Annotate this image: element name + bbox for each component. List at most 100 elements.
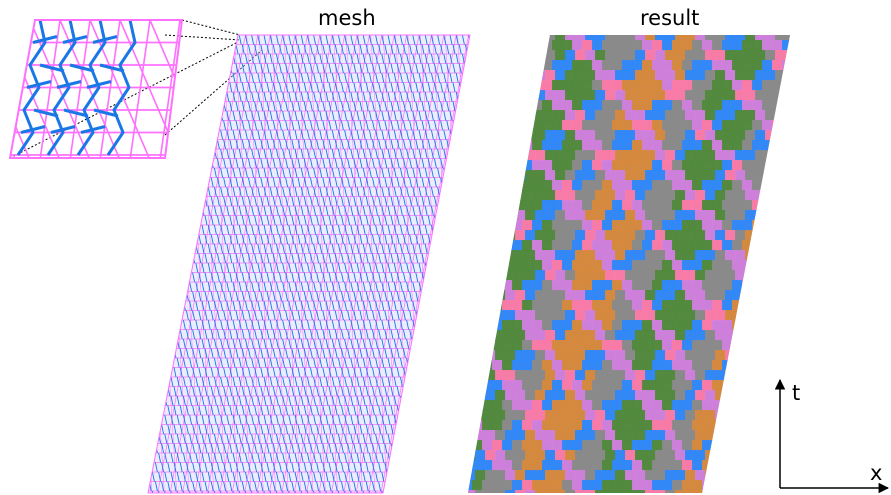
result-cell	[665, 290, 676, 301]
result-cell	[785, 90, 790, 101]
result-cell	[702, 300, 713, 311]
result-cell	[495, 490, 506, 493]
result-cell	[482, 400, 493, 411]
result-cell	[592, 40, 603, 51]
result-cell	[632, 460, 643, 471]
result-cell	[565, 450, 576, 461]
result-cell	[455, 470, 466, 481]
result-cell	[735, 170, 746, 181]
result-cell	[535, 130, 546, 141]
result-cell	[632, 420, 643, 431]
result-cell	[775, 270, 786, 281]
result-cell	[482, 320, 493, 331]
result-cell	[682, 180, 693, 191]
result-cell	[545, 390, 556, 401]
result-cell	[495, 310, 506, 321]
result-cell	[762, 220, 773, 231]
result-cell	[502, 80, 513, 91]
inset-dual-link	[62, 35, 88, 44]
result-cell	[725, 490, 736, 493]
result-cell	[692, 320, 703, 331]
result-cell	[685, 390, 696, 401]
result-cell	[485, 410, 496, 421]
result-cell	[585, 450, 596, 461]
result-cell	[502, 140, 513, 151]
result-cell	[772, 60, 783, 71]
result-cell	[492, 100, 503, 111]
result-cell	[595, 170, 606, 181]
result-cell	[512, 480, 523, 491]
result-cell	[585, 35, 596, 41]
result-cell	[725, 430, 736, 441]
result-cell	[765, 250, 776, 261]
result-cell	[672, 460, 683, 471]
result-cell	[575, 170, 586, 181]
result-cell	[685, 370, 696, 381]
result-cell	[482, 420, 493, 431]
result-cell	[655, 130, 666, 141]
result-cell	[625, 430, 636, 441]
result-cell	[475, 110, 486, 121]
result-cell	[772, 340, 783, 351]
result-cell	[695, 330, 706, 341]
result-cell	[772, 420, 783, 431]
result-cell	[625, 250, 636, 261]
result-cell	[532, 300, 543, 311]
result-cell	[702, 240, 713, 251]
result-cell	[762, 320, 773, 331]
result-cell	[512, 300, 523, 311]
result-cell	[592, 120, 603, 131]
result-cell	[712, 460, 723, 471]
result-cell	[715, 90, 726, 101]
result-cell	[512, 80, 523, 91]
result-cell	[495, 410, 506, 421]
result-cell	[622, 440, 633, 451]
result-cell	[632, 120, 643, 131]
result-cell	[505, 430, 516, 441]
result-cell	[545, 410, 556, 421]
result-cell	[735, 490, 746, 493]
result-cell	[468, 420, 473, 431]
result-cell	[615, 70, 626, 81]
result-cell	[535, 35, 546, 41]
result-cell	[452, 360, 463, 371]
result-cell	[542, 460, 553, 471]
result-cell	[512, 140, 523, 151]
result-cell	[642, 340, 653, 351]
result-cell	[615, 470, 626, 481]
result-cell	[785, 230, 790, 241]
result-cell	[455, 130, 466, 141]
result-cell	[785, 190, 790, 201]
result-cell	[765, 210, 776, 221]
result-cell	[475, 210, 486, 221]
result-cell	[742, 320, 753, 331]
result-cell	[455, 370, 466, 381]
result-cell	[512, 180, 523, 191]
result-cell	[772, 220, 783, 231]
result-cell	[675, 450, 686, 461]
result-cell	[695, 250, 706, 261]
result-cell	[642, 440, 653, 451]
mesh-line	[0, 30, 28, 495]
result-cell	[512, 240, 523, 251]
result-cell	[602, 400, 613, 411]
result-cell	[682, 260, 693, 271]
result-cell	[732, 220, 743, 231]
result-cell	[575, 70, 586, 81]
result-cell	[672, 140, 683, 151]
result-cell	[692, 280, 703, 291]
result-cell	[502, 300, 513, 311]
result-cell	[468, 330, 476, 341]
inset-primal-mesh-lines	[10, 20, 182, 158]
result-cell	[742, 60, 753, 71]
result-cell	[615, 230, 626, 241]
result-cell	[468, 250, 476, 261]
result-cell	[472, 180, 483, 191]
result-cell	[582, 380, 593, 391]
result-cell	[642, 420, 653, 431]
result-cell	[592, 380, 603, 391]
result-cell	[625, 410, 636, 421]
result-cell	[755, 35, 766, 41]
result-cell	[602, 160, 613, 171]
result-cell	[785, 490, 790, 493]
